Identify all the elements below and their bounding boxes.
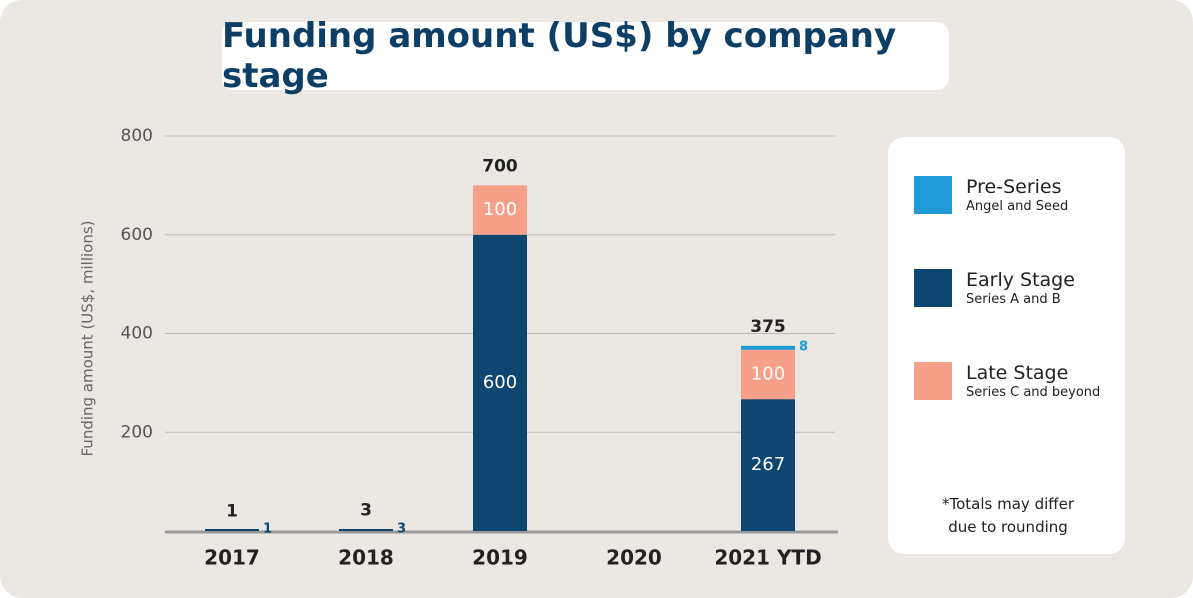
y-tick-label: 800 bbox=[121, 126, 153, 146]
legend-swatch bbox=[914, 362, 952, 400]
bar-segment bbox=[205, 529, 259, 531]
legend-subtitle: Series C and beyond bbox=[966, 385, 1101, 400]
legend-name: Early Stage bbox=[966, 269, 1075, 291]
total-label: 700 bbox=[482, 156, 518, 176]
legend-item: Pre-Series Angel and Seed bbox=[914, 176, 1068, 216]
y-tick-label: 400 bbox=[121, 324, 153, 344]
total-label: 3 bbox=[360, 501, 372, 521]
bar-segment bbox=[741, 349, 795, 400]
bar-segment bbox=[741, 399, 795, 531]
y-axis-label: Funding amount (US$, millions) bbox=[79, 220, 97, 456]
y-tick-label: 200 bbox=[121, 422, 153, 442]
data-label: 100 bbox=[483, 199, 517, 220]
legend-name: Late Stage bbox=[966, 362, 1069, 384]
x-tick-label: 2017 bbox=[204, 546, 260, 570]
total-label: 1 bbox=[226, 502, 238, 522]
legend-text: Pre-Series Angel and Seed bbox=[966, 176, 1068, 216]
legend: *Totals may differ due to rounding Pre-S… bbox=[888, 137, 1125, 554]
data-label: 600 bbox=[483, 372, 517, 393]
legend-item: Early Stage Series A and B bbox=[914, 269, 1075, 309]
x-tick-label: 2019 bbox=[472, 546, 528, 570]
chart-title: Funding amount (US$) by company stage bbox=[222, 16, 949, 96]
bar-segment bbox=[473, 234, 527, 531]
y-tick-label: 600 bbox=[121, 225, 153, 245]
legend-subtitle: Series A and B bbox=[966, 292, 1061, 307]
data-label: 100 bbox=[751, 363, 785, 384]
data-label: 267 bbox=[751, 454, 785, 475]
x-tick-label: 2020 bbox=[606, 546, 662, 570]
note: *Totals may differ due to rounding bbox=[942, 495, 1074, 536]
x-tick-label: 2018 bbox=[338, 546, 394, 570]
legend-subtitle: Angel and Seed bbox=[966, 199, 1069, 214]
data-label: 8 bbox=[799, 339, 808, 354]
data-label: 1 bbox=[263, 522, 272, 537]
legend-swatch bbox=[914, 176, 952, 214]
legend-swatch bbox=[914, 269, 952, 307]
total-label: 375 bbox=[750, 317, 786, 337]
legend-text: Early Stage Series A and B bbox=[966, 269, 1075, 309]
data-label: 3 bbox=[397, 522, 406, 537]
x-tick-label: 2021 YTD bbox=[714, 546, 821, 570]
bar-segment bbox=[741, 345, 795, 350]
legend-name: Pre-Series bbox=[966, 176, 1062, 198]
bar-segment bbox=[339, 529, 393, 531]
bar-segment bbox=[473, 185, 527, 235]
legend-text: Late Stage Series C and beyond bbox=[966, 362, 1100, 402]
legend-item: Late Stage Series C and beyond bbox=[914, 362, 1100, 402]
